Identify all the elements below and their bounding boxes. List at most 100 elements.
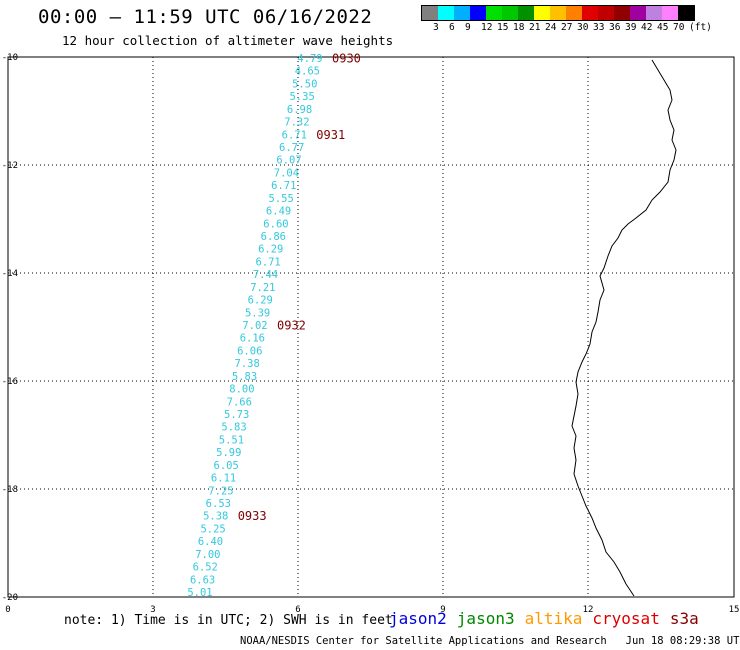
satellite-name: s3a	[669, 609, 699, 628]
colorbar-swatch	[422, 6, 438, 20]
wave-height-value: 5.99	[216, 447, 241, 459]
colorbar-label: 9	[465, 22, 471, 33]
colorbar-label: 70	[673, 22, 685, 33]
wave-height-value: 6.63	[190, 574, 215, 586]
wave-height-value: 5.38	[203, 511, 228, 523]
wave-height-value: 6.07	[276, 155, 301, 167]
time-label: 0930	[332, 52, 361, 66]
map-grid	[8, 57, 734, 597]
colorbar-label: 36	[609, 22, 621, 33]
wave-height-value: 6.40	[198, 536, 223, 548]
wave-height-value: 6.86	[261, 231, 286, 243]
colorbar-swatch	[678, 6, 694, 20]
colorbar-swatch	[550, 6, 566, 20]
wave-height-value: 6.71	[255, 256, 280, 268]
wave-height-value: 7.02	[242, 320, 267, 332]
wave-height-value: 6.71	[282, 129, 307, 141]
wave-height-value: 7.38	[234, 358, 259, 370]
axis-ticks: 0 3 6 9 12 15 -10 -12 -14 -16 -18 -20	[2, 53, 740, 615]
wave-height-value: 5.73	[224, 409, 249, 421]
colorbar-label: 42	[641, 22, 653, 33]
wave-height-value: 6.29	[258, 244, 283, 256]
footnote: note: 1) Time is in UTC; 2) SWH is in fe…	[64, 613, 393, 628]
wave-height-value: 5.35	[289, 91, 314, 103]
colorbar-swatch	[486, 6, 502, 20]
x-tick-label: 9	[440, 605, 445, 615]
time-label: 0933	[238, 509, 267, 523]
colorbar-label: 12	[481, 22, 493, 33]
wave-height-value: 5.51	[219, 434, 244, 446]
x-tick-label: 6	[295, 605, 300, 615]
colorbar-swatch	[566, 6, 582, 20]
map-title: 00:00 – 11:59 UTC 06/16/2022	[38, 6, 373, 28]
wave-height-value: 7.25	[208, 485, 233, 497]
time-labels: 0930 0931 0932 0933	[238, 52, 361, 524]
wave-height-value: 8.00	[229, 384, 254, 396]
y-tick-label: -12	[2, 161, 18, 171]
wave-height-value: 7.04	[274, 167, 299, 179]
colorbar-swatch	[470, 6, 486, 20]
wave-height-value: 6.53	[206, 498, 231, 510]
wave-height-value: 5.39	[245, 307, 270, 319]
time-label: 0931	[316, 128, 345, 142]
x-tick-label: 3	[150, 605, 155, 615]
wave-height-value: 6.11	[211, 473, 236, 485]
colorbar-label: 39	[625, 22, 637, 33]
colorbar-label: 3	[433, 22, 439, 33]
colorbar-label: 21	[529, 22, 541, 33]
satellite-name: cryosat	[592, 609, 660, 628]
colorbar	[421, 5, 695, 21]
map-subtitle: 12 hour collection of altimeter wave hei…	[62, 33, 394, 48]
satellite-name: altika	[524, 609, 583, 628]
colorbar-label: 45	[657, 22, 669, 33]
wave-height-value: 7.32	[284, 117, 309, 129]
wave-height-value: 6.29	[248, 295, 273, 307]
wave-height-value: 5.83	[221, 422, 246, 434]
colorbar-label: 24	[545, 22, 557, 33]
colorbar-label: 30	[577, 22, 589, 33]
wave-height-value: 4.65	[295, 66, 320, 78]
coastline	[571, 59, 677, 597]
wave-height-value: 5.01	[187, 587, 212, 599]
wave-height-value: 6.77	[279, 142, 304, 154]
wave-height-value: 5.50	[292, 78, 317, 90]
colorbar-swatch	[534, 6, 550, 20]
credit-timestamp: Jun 18 08:29:38 UTC 2022	[625, 635, 740, 647]
colorbar-label: 27	[561, 22, 573, 33]
wave-height-value: 6.06	[237, 345, 262, 357]
colorbar-label: 15	[497, 22, 509, 33]
y-tick-label: -20	[2, 593, 18, 603]
colorbar-swatch	[646, 6, 662, 20]
wave-height-value: 7.00	[195, 549, 220, 561]
time-label: 0932	[277, 319, 306, 333]
colorbar-swatch	[582, 6, 598, 20]
wave-height-value: 7.66	[227, 396, 252, 408]
wave-height-value: 6.71	[271, 180, 296, 192]
colorbar-swatch	[614, 6, 630, 20]
credit-org: NOAA/NESDIS Center for Satellite Applica…	[240, 635, 607, 647]
colorbar-swatch	[630, 6, 646, 20]
colorbar-swatch	[438, 6, 454, 20]
x-tick-label: 0	[5, 605, 10, 615]
y-tick-label: -18	[2, 485, 18, 495]
wave-height-value: 7.44	[253, 269, 278, 281]
wave-height-value: 6.60	[263, 218, 288, 230]
satellite-legend: jason2 jason3 altika cryosat s3a	[389, 609, 709, 628]
x-tick-label: 12	[583, 605, 594, 615]
x-tick-label: 15	[729, 605, 740, 615]
y-tick-label: -10	[2, 53, 18, 63]
colorbar-swatch	[662, 6, 678, 20]
colorbar-swatch	[598, 6, 614, 20]
y-tick-label: -16	[2, 377, 18, 387]
wave-height-value: 5.83	[232, 371, 257, 383]
satellite-name: jason3	[456, 609, 515, 628]
wave-height-labels: 4.794.655.505.356.987.326.716.776.077.04…	[187, 53, 322, 599]
credit-line: NOAA/NESDIS Center for Satellite Applica…	[240, 635, 740, 647]
wave-height-value: 5.25	[200, 523, 225, 535]
colorbar-label: 33	[593, 22, 605, 33]
colorbar-swatch	[454, 6, 470, 20]
colorbar-label: (ft)	[689, 22, 712, 33]
wave-height-value: 6.16	[240, 333, 265, 345]
colorbar-swatch	[502, 6, 518, 20]
